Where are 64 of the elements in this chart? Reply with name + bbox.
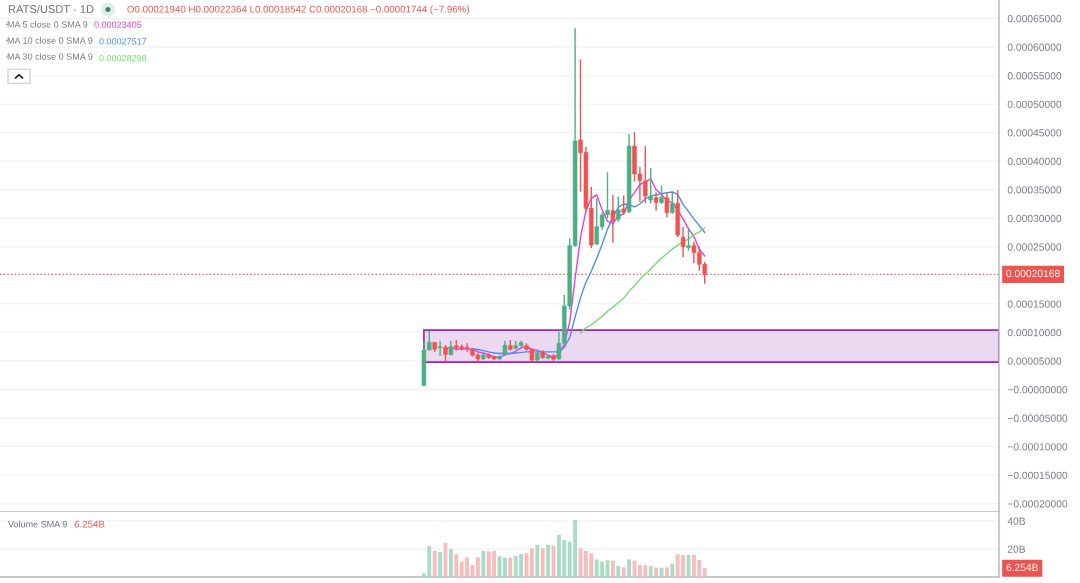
y-tick-label: 0.00010000: [1007, 328, 1062, 337]
y-tick-label: 40B: [1007, 517, 1026, 525]
candlestick: [653, 191, 659, 212]
annotation: O0.00021940 H0.00022364 L0.00018542 C0.00020168 −0.00001744 (−7.96%): [127, 5, 470, 15]
bar: [432, 550, 437, 577]
bar: [616, 565, 621, 577]
bar: [529, 548, 534, 577]
y-tick-label: −0.00000000: [1007, 386, 1068, 394]
bar: [438, 551, 443, 577]
legend-label: MA 5 close 0 SMA 9: [7, 21, 88, 28]
bar: [627, 559, 632, 577]
bar: [621, 567, 626, 577]
bar: [540, 548, 545, 577]
bar: [454, 554, 459, 577]
annotation: 0.00028298: [99, 54, 147, 62]
y-tick-label: 0.00035000: [1007, 186, 1062, 194]
candlestick: [437, 340, 443, 357]
y-tick-label: 0.00015000: [1007, 300, 1062, 308]
bar: [502, 557, 507, 577]
bar: [535, 544, 540, 577]
candlestick: [648, 167, 653, 205]
bar: [448, 548, 453, 577]
y-tick-label: 0.00045000: [1007, 129, 1062, 137]
y-tick-label: −0.00020000: [1007, 500, 1068, 508]
bar: [508, 557, 513, 577]
chart-title: RATS/USDT · 1D: [8, 4, 94, 13]
bar: [664, 567, 669, 577]
candlestick: [664, 191, 670, 218]
y-tick-label: −0.00005000: [1007, 414, 1068, 422]
y-tick-label: 0.00040000: [1007, 157, 1062, 166]
bar: [475, 557, 480, 577]
bar: [610, 560, 615, 577]
candlestick: [610, 194, 616, 244]
text: Volume SMA 9: [8, 520, 67, 528]
annotation: 0.00023405: [94, 21, 142, 28]
line-series: [579, 227, 706, 334]
bar: [481, 550, 486, 577]
y-tick-label: 0.00030000: [1007, 214, 1062, 223]
bar: [546, 544, 551, 577]
candlestick: [680, 226, 686, 259]
y-tick-label: 0.00065000: [1007, 15, 1062, 23]
annotation: 0.00027517: [99, 38, 147, 45]
bar: [654, 567, 659, 577]
y-tick-label: −0.00015000: [1007, 471, 1068, 479]
y-tick-label: 0.00055000: [1007, 72, 1062, 80]
y-tick-label: 0.00025000: [1007, 243, 1062, 251]
annotation: 6.254B: [74, 520, 105, 528]
candlestick: [659, 185, 664, 205]
y-tick-label: −0.00010000: [1007, 443, 1068, 451]
y-tick-label: 20B: [1007, 545, 1026, 553]
bar: [670, 563, 675, 577]
candlestick: [616, 195, 621, 223]
text: 6.254B: [1006, 563, 1038, 571]
bar: [648, 565, 653, 577]
y-tick-label: 0.00060000: [1007, 43, 1062, 51]
candlestick: [621, 194, 626, 215]
ref-line-label: 0.00020168: [1006, 269, 1060, 278]
candlestick: [686, 227, 691, 252]
y-tick-label: 0.00050000: [1007, 100, 1062, 108]
bar: [702, 568, 707, 577]
legend-label: MA 30 close 0 SMA 9: [7, 53, 93, 60]
y-tick-label: 0.00005000: [1007, 357, 1062, 365]
candlestick: [670, 191, 675, 215]
legend-label: MA 10 close 0 SMA 9: [7, 37, 93, 44]
